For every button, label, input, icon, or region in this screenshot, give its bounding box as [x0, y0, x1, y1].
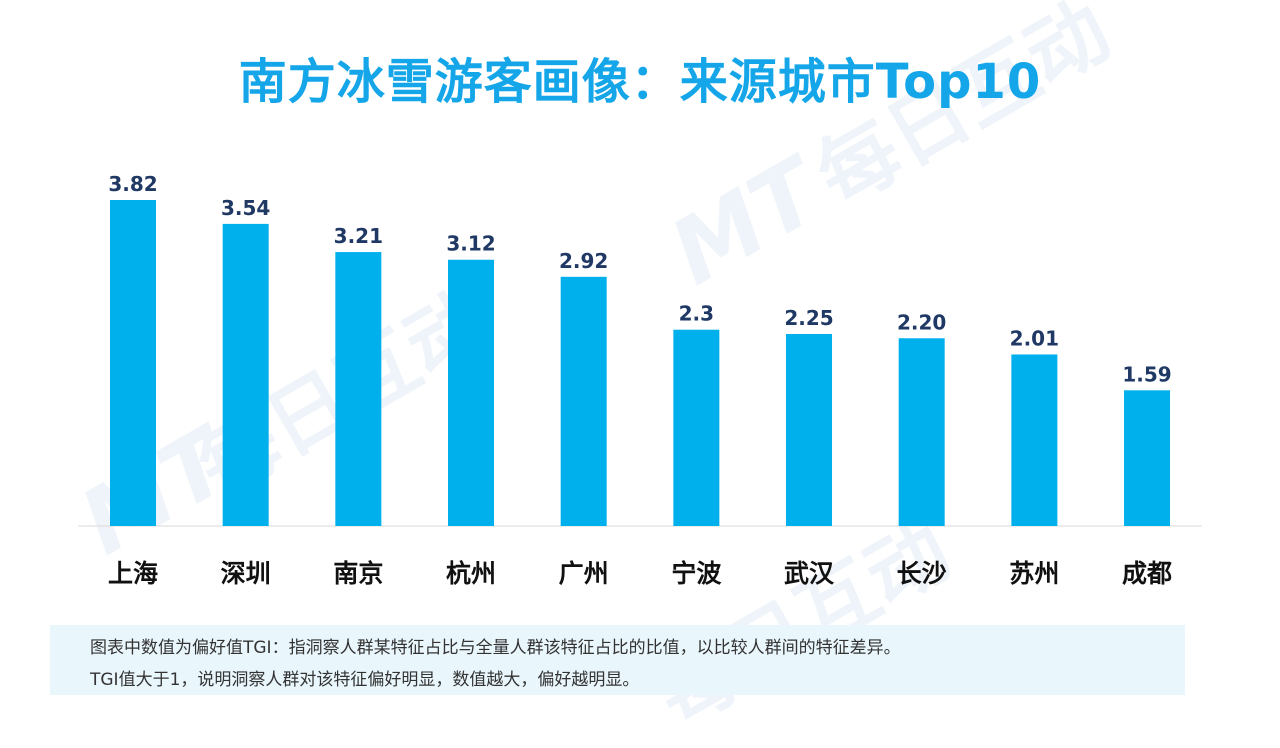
- data-label: 1.59: [1122, 362, 1171, 386]
- bar: [448, 259, 495, 526]
- bar: [560, 276, 607, 526]
- x-tick-label: 宁波: [671, 559, 722, 588]
- data-label: 3.12: [446, 232, 495, 256]
- bar: [786, 333, 833, 526]
- data-label: 3.82: [108, 172, 157, 196]
- data-label: 2.3: [679, 302, 714, 326]
- x-tick-label: 成都: [1122, 559, 1172, 588]
- bar: [673, 329, 720, 526]
- x-tick-label: 杭州: [446, 559, 496, 588]
- note-line-2: TGI值大于1，说明洞察人群对该特征偏好明显，数值越大，偏好越明显。: [90, 670, 640, 690]
- x-tick-label: 广州: [559, 559, 609, 588]
- page-title: 南方冰雪游客画像：来源城市Top10: [238, 54, 1042, 110]
- data-label: 2.25: [784, 306, 833, 330]
- data-label: 2.20: [897, 310, 946, 334]
- x-tick-label: 上海: [108, 559, 158, 588]
- data-label: 3.21: [334, 224, 383, 248]
- x-tick-label: 南京: [333, 559, 383, 588]
- note-box: 图表中数值为偏好值TGI：指洞察人群某特征占比与全量人群该特征占比的比值，以比较…: [50, 625, 1185, 695]
- bar: [222, 223, 269, 526]
- note-line-1: 图表中数值为偏好值TGI：指洞察人群某特征占比与全量人群该特征占比的比值，以比较…: [90, 638, 901, 658]
- x-tick-label: 深圳: [221, 559, 271, 588]
- bar: [335, 252, 382, 526]
- bar: [898, 338, 945, 526]
- bar-chart: 3.82 上海 3.54 深圳 3.21 南京 3.12 杭州 2.92 广州 2.3 宁波 2.25 武…: [78, 172, 1202, 588]
- data-label: 2.92: [559, 249, 608, 273]
- bar: [110, 200, 156, 526]
- data-label: 3.54: [221, 196, 270, 220]
- bar: [1011, 354, 1058, 526]
- x-tick-label: 苏州: [1009, 559, 1059, 588]
- x-tick-label: 武汉: [784, 559, 835, 588]
- x-tick-label: 长沙: [897, 559, 947, 588]
- bar: [1124, 390, 1171, 526]
- data-label: 2.01: [1010, 326, 1059, 350]
